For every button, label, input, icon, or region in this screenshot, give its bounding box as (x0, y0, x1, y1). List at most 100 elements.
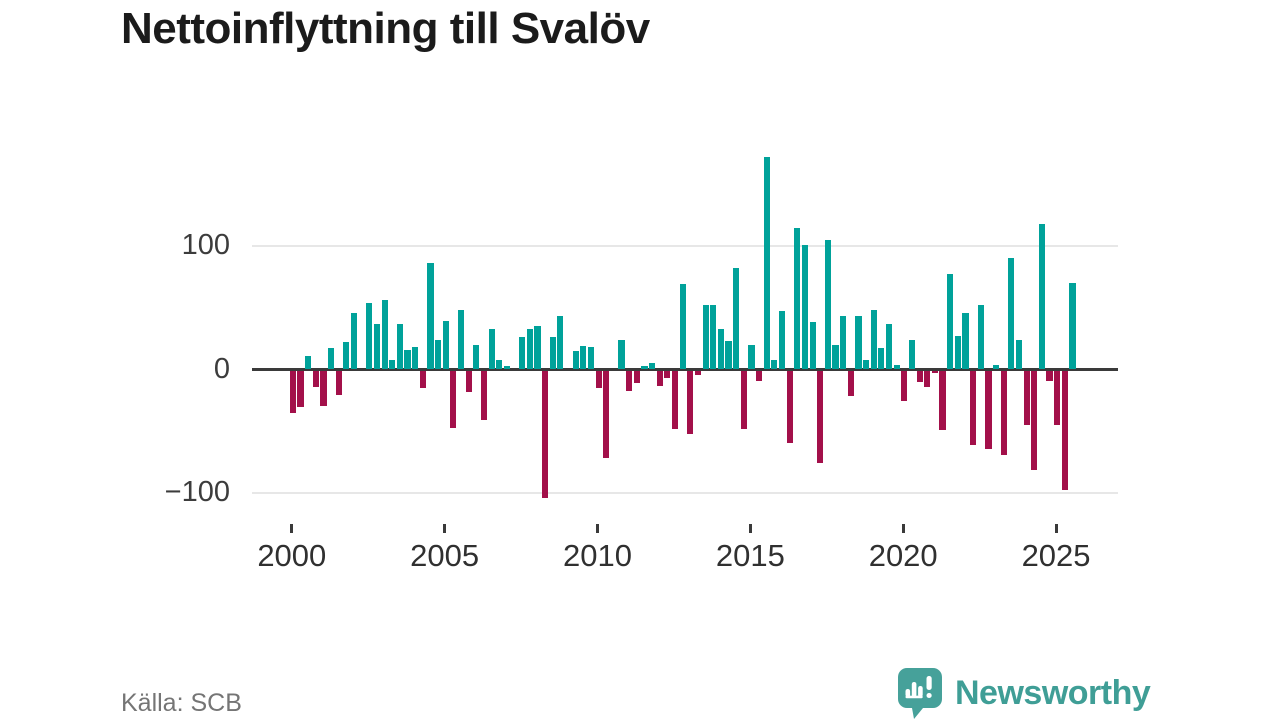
bar-negative-2012Q1 (656, 371, 663, 386)
bar-negative-2013Q2 (694, 371, 702, 375)
bar-negative-2008Q2 (542, 371, 549, 499)
bar-positive-2009Q2 (572, 350, 579, 370)
bar-negative-2005Q2 (450, 371, 457, 428)
x-tick-2010 (596, 524, 599, 533)
bar-negative-2000Q1 (289, 371, 296, 414)
y-axis-label: 100 (181, 228, 230, 261)
gridline-100 (252, 244, 1118, 247)
bar-positive-2013Q3 (702, 305, 709, 370)
bar-positive-2011Q4 (649, 363, 656, 370)
bar-negative-2025Q1 (1054, 371, 1061, 426)
x-tick-2020 (901, 524, 905, 533)
bar-negative-2018Q2 (847, 371, 854, 396)
bar-positive-2019Q3 (885, 323, 893, 370)
bar-positive-2016Q3 (794, 228, 801, 370)
bar-positive-2025Q3 (1069, 282, 1076, 370)
bar-positive-2015Q1 (748, 344, 755, 370)
bar-positive-2023Q3 (1008, 258, 1015, 370)
bar-negative-2000Q4 (312, 371, 319, 388)
bar-negative-2023Q2 (1000, 371, 1007, 456)
newsworthy-logo: Newsworthy (897, 667, 1151, 720)
bar-positive-2024Q3 (1038, 223, 1045, 370)
bar-negative-2017Q2 (817, 371, 824, 463)
bar-positive-2002Q1 (350, 312, 358, 370)
bar-positive-2001Q4 (343, 342, 350, 370)
bar-positive-2022Q3 (977, 305, 984, 370)
chart-title: Nettoinflyttning till Svalöv (121, 4, 650, 53)
bar-negative-2001Q1 (320, 371, 327, 406)
bar-positive-2004Q4 (435, 339, 442, 370)
bar-negative-2024Q4 (1046, 371, 1053, 381)
bar-negative-2011Q1 (626, 371, 633, 391)
bar-positive-2022Q1 (962, 312, 969, 370)
bar-positive-2004Q3 (427, 263, 434, 370)
bar-negative-2025Q2 (1061, 371, 1068, 490)
bar-positive-2009Q4 (587, 347, 595, 370)
zero-baseline (252, 368, 1118, 371)
newsworthy-bubble-chart-icon (897, 667, 943, 720)
bar-negative-2013Q1 (687, 371, 694, 435)
bar-negative-2024Q1 (1023, 371, 1030, 426)
x-axis-label-2020: 2020 (868, 538, 938, 573)
bar-negative-2022Q2 (970, 371, 977, 446)
bar-positive-2008Q4 (557, 316, 564, 370)
bar-negative-2020Q3 (916, 371, 923, 383)
y-axis-label: 0 (213, 352, 230, 385)
bar-positive-2005Q3 (457, 310, 465, 370)
x-tick-2015 (748, 524, 752, 533)
x-tick-2005 (443, 524, 447, 533)
bar-negative-2012Q3 (671, 371, 679, 430)
bar-positive-2008Q1 (534, 326, 541, 370)
bar-positive-2014Q2 (725, 341, 732, 370)
x-tick-2025 (1054, 524, 1058, 533)
bar-positive-2021Q4 (954, 336, 961, 370)
bar-positive-2016Q4 (801, 244, 809, 370)
bar-positive-2012Q4 (679, 284, 686, 370)
bar-positive-2006Q4 (496, 359, 503, 370)
bar-positive-2021Q3 (947, 274, 954, 370)
bar-positive-2014Q1 (717, 328, 724, 370)
bar-negative-2012Q2 (664, 371, 671, 379)
gridline--100 (252, 492, 1118, 495)
bar-positive-2017Q1 (809, 322, 816, 370)
y-axis-label: −100 (164, 476, 230, 509)
bar-positive-2019Q2 (878, 348, 885, 370)
x-axis-label-2025: 2025 (1021, 538, 1091, 573)
bar-negative-2011Q2 (633, 371, 640, 384)
bar-negative-2015Q2 (756, 371, 763, 381)
bar-positive-2003Q1 (381, 300, 388, 370)
bar-positive-2005Q1 (442, 321, 449, 370)
bar-positive-2007Q4 (526, 328, 533, 370)
bar-positive-2003Q3 (396, 323, 403, 370)
bar-positive-2007Q3 (519, 337, 526, 370)
bar-positive-2011Q3 (641, 365, 648, 370)
bar-negative-2021Q1 (931, 371, 938, 374)
bar-positive-2002Q4 (373, 323, 381, 370)
bar-positive-2000Q3 (305, 355, 312, 370)
bar-negative-2020Q1 (901, 371, 908, 401)
bar-positive-2003Q2 (389, 359, 396, 370)
bar-negative-2010Q2 (603, 371, 610, 458)
bar-positive-2023Q1 (992, 364, 1000, 370)
bar-positive-2014Q3 (733, 268, 740, 370)
bar-positive-2007Q1 (503, 365, 510, 370)
bar-negative-2014Q4 (740, 371, 747, 430)
bar-positive-2017Q4 (832, 344, 839, 370)
bar-positive-2017Q3 (824, 239, 831, 370)
bar-negative-2005Q4 (465, 371, 472, 393)
bar-positive-2020Q2 (908, 339, 916, 370)
bar-negative-2004Q2 (419, 371, 426, 389)
bar-positive-2018Q1 (840, 316, 847, 370)
x-axis-label-2015: 2015 (715, 538, 785, 573)
bar-positive-2015Q3 (763, 156, 770, 370)
x-tick-2000 (290, 524, 294, 533)
bar-positive-2006Q3 (488, 328, 495, 370)
bar-positive-2018Q4 (863, 359, 870, 370)
bar-positive-2016Q1 (778, 311, 786, 370)
bar-positive-2019Q1 (870, 310, 877, 370)
bar-positive-2023Q4 (1015, 339, 1023, 370)
bar-positive-2003Q4 (404, 349, 411, 370)
bar-positive-2008Q3 (549, 337, 556, 370)
bar-positive-2010Q4 (618, 339, 625, 370)
